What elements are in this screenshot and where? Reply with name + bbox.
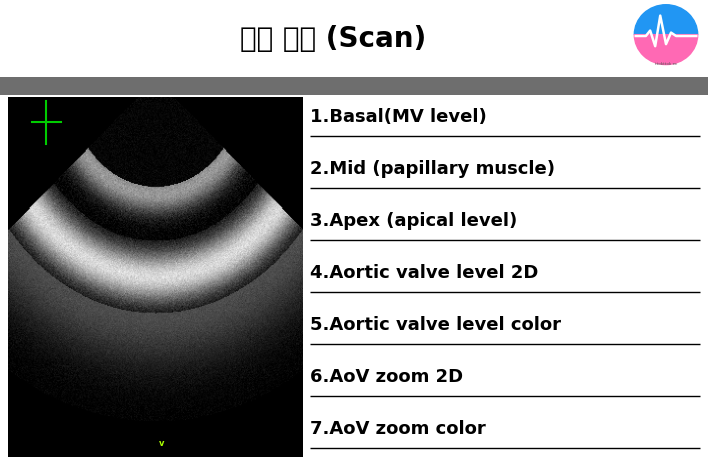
Text: 5.Aortic valve level color: 5.Aortic valve level color [310, 316, 561, 334]
Text: 2.Mid (papillary muscle): 2.Mid (papillary muscle) [310, 160, 555, 178]
Wedge shape [634, 34, 697, 65]
Bar [0, 77, 708, 95]
Bar [8, 97, 303, 457]
Text: 7.AoV zoom color: 7.AoV zoom color [310, 420, 486, 438]
Bar [0, 95, 708, 465]
Text: 4.Aortic valve level 2D: 4.Aortic valve level 2D [310, 264, 538, 282]
Wedge shape [634, 5, 697, 34]
Bar [0, 0, 708, 77]
Text: 6.AoV zoom 2D: 6.AoV zoom 2D [310, 368, 463, 386]
Text: 촬영 하기 (Scan): 촬영 하기 (Scan) [239, 25, 426, 53]
Text: 1.Basal(MV level): 1.Basal(MV level) [310, 108, 487, 126]
Text: v: v [159, 439, 164, 448]
Text: ttokttok ec: ttokttok ec [655, 62, 677, 66]
Text: 3.Apex (apical level): 3.Apex (apical level) [310, 212, 518, 230]
